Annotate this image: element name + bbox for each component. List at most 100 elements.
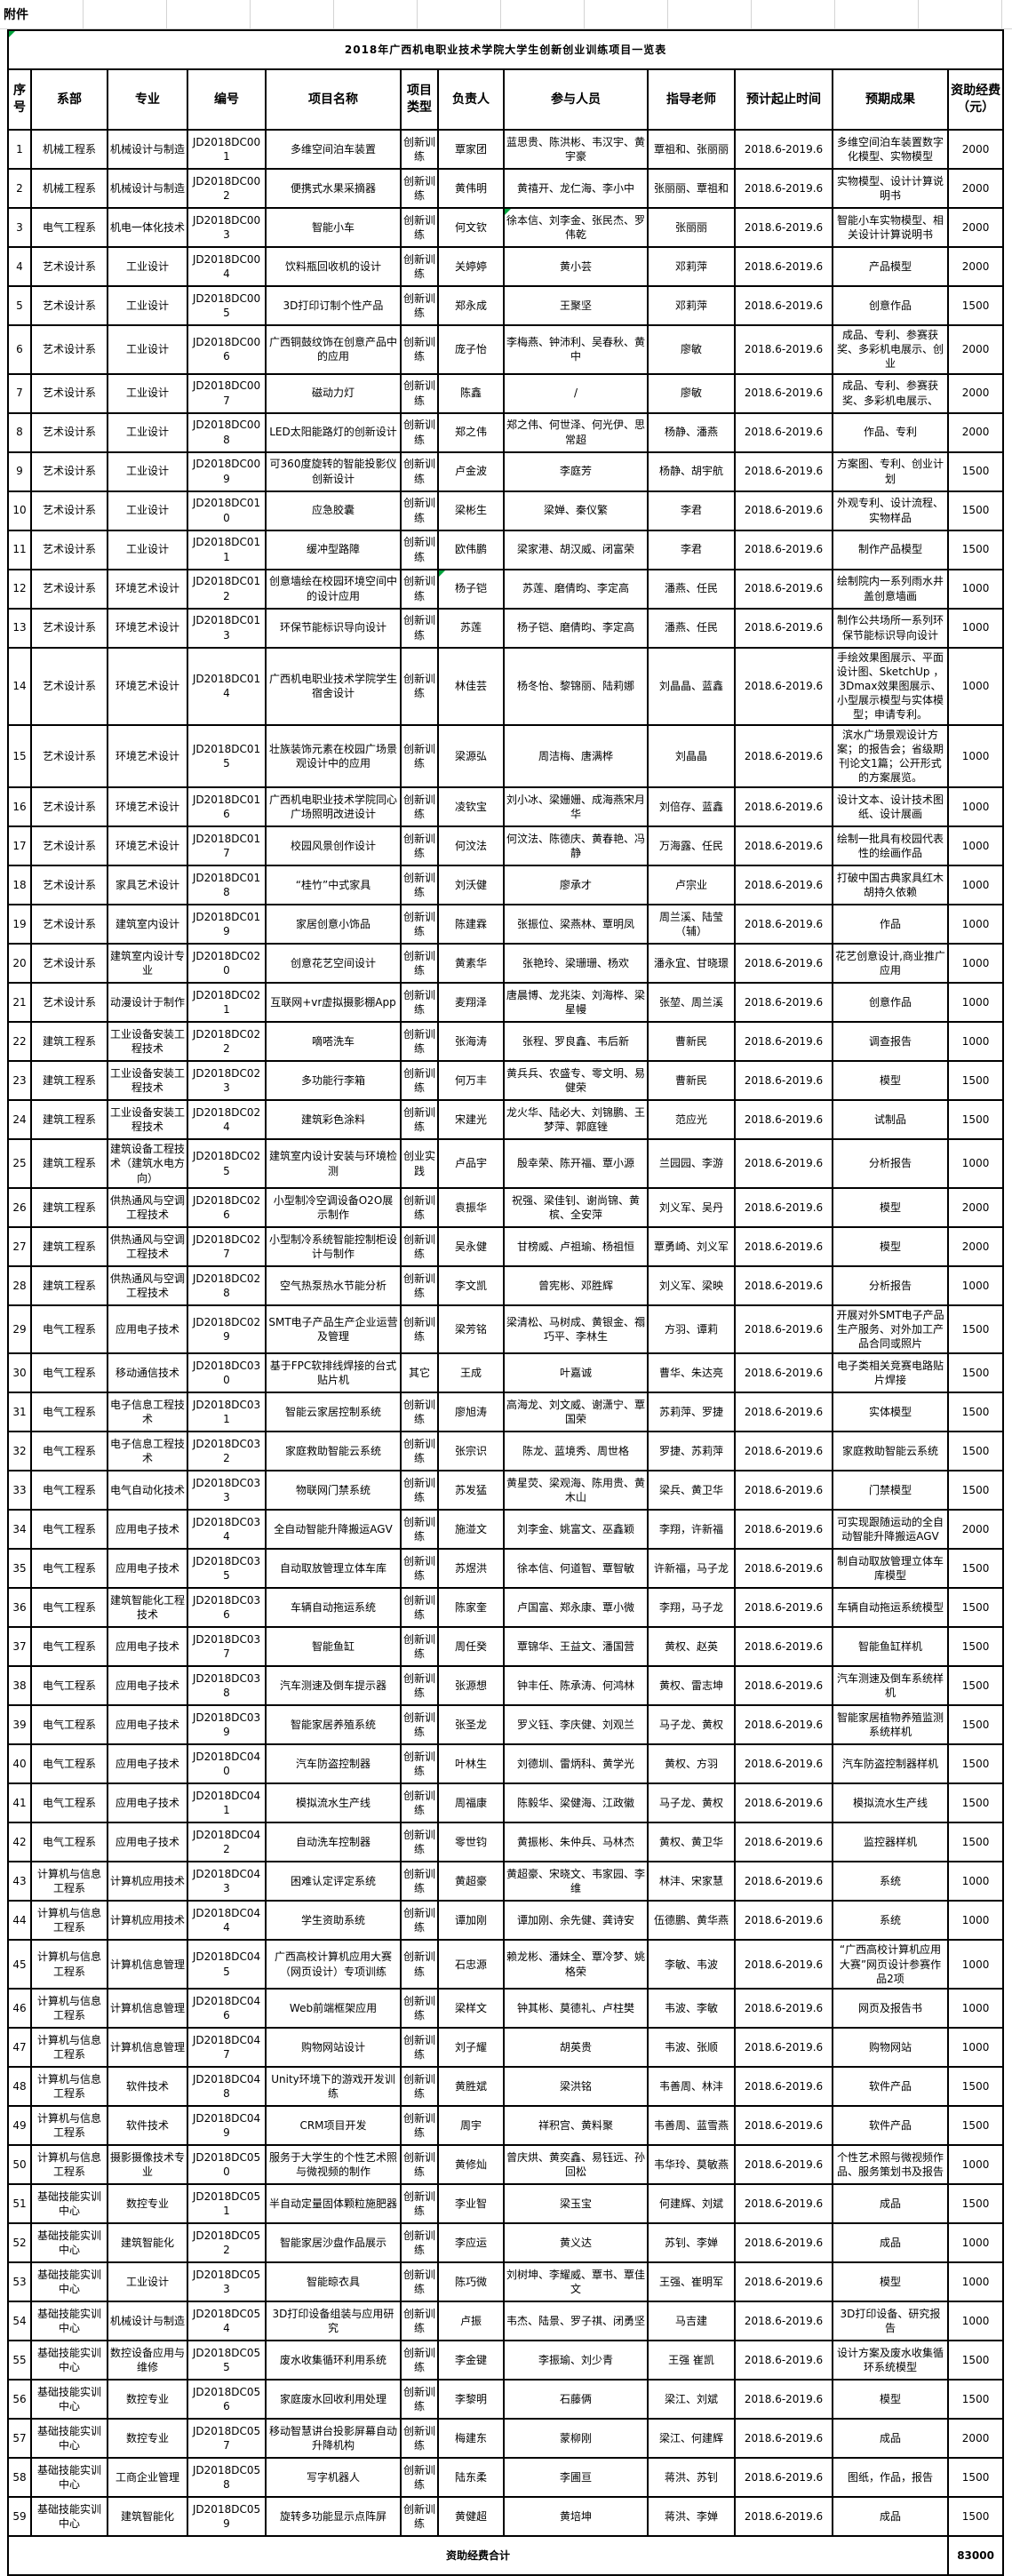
cell: 1500	[946, 1704, 1005, 1746]
cell: 服务于大学生的个性艺术照与微视频的制作	[265, 2143, 402, 2185]
cell: 小型制冷空调设备O2O展示制作	[265, 1186, 402, 1228]
cell: 作品	[832, 904, 949, 945]
cell: 校园风景创作设计	[265, 825, 402, 867]
cell: 2018.6-2019.6	[734, 129, 833, 170]
cell: 2018.6-2019.6	[734, 1225, 833, 1267]
cell: 创意作品	[832, 982, 949, 1024]
cell: 1000	[946, 1900, 1005, 1942]
cell: 创新训练	[400, 372, 439, 414]
cell: 2018.6-2019.6	[734, 1099, 833, 1141]
cell: 创新训练	[400, 129, 439, 170]
cell: 1500	[946, 1431, 1005, 1472]
cell: 模型	[832, 2261, 949, 2302]
cell: 工业设计	[107, 324, 188, 375]
cell: 艺术设计系	[30, 943, 108, 985]
column-header-6: 负责人	[437, 68, 505, 131]
cell: 李业智	[437, 2182, 505, 2224]
cell: 黄培坤	[503, 2495, 649, 2537]
cell: 创新训练	[400, 786, 439, 828]
cell: 多维空间泊车装置数字化模型、实物模型	[832, 129, 949, 170]
cell: 李圃亘	[503, 2456, 649, 2498]
table-row: 56 基础技能实训中心 数控专业 JD2018DC056 家庭废水回收利用处理 创新训练李…	[7, 2378, 1005, 2420]
cell: JD2018DC025	[187, 1138, 267, 1189]
cell: 许新福，马子龙	[647, 1548, 736, 1590]
cell: 2000	[946, 1225, 1005, 1267]
cell: 计算机信息管理	[107, 1987, 188, 2029]
cell: 工业设计	[107, 490, 188, 531]
cell: 写字机器人	[265, 2456, 402, 2498]
cell: 1500	[946, 1743, 1005, 1785]
cell: 创新训练	[400, 1782, 439, 1824]
table-row: 43 计算机与信息工程系 计算机应用技术 JD2018DC043 困难认定评定系统 创新训…	[7, 1861, 1005, 1902]
cell: 电气工程系	[30, 1743, 108, 1785]
cell: 创意墙绘在校园环境空间中的设计应用	[265, 568, 402, 610]
column-header-7: 参与人员	[503, 68, 649, 131]
cell: 电气工程系	[30, 1704, 108, 1746]
cell: 苏钊、李婵	[647, 2221, 736, 2263]
cell: 57	[7, 2417, 32, 2459]
table-row: 41 电气工程系 应用电子技术 JD2018DC041 模拟流水生产线 创新训练 周福康 陈毅…	[7, 1782, 1005, 1824]
cell: 42	[7, 1822, 32, 1863]
cell: 创新训练	[400, 1060, 439, 1102]
cell: 2018.6-2019.6	[734, 1138, 833, 1189]
cell: JD2018DC043	[187, 1861, 267, 1902]
cell: 门禁模型	[832, 1470, 949, 1511]
cell: JD2018DC003	[187, 207, 267, 248]
cell: 2000	[946, 1186, 1005, 1228]
cell: 计算机应用技术	[107, 1861, 188, 1902]
cell: 韦善周、林沣	[647, 2065, 736, 2107]
cell: 模拟流水生产线	[832, 1782, 949, 1824]
cell: 7	[7, 372, 32, 414]
cell: 智能家居植物养殖监测系统样机	[832, 1704, 949, 1746]
cell: 移动智慧讲台投影屏幕自动升降机构	[265, 2417, 402, 2459]
cell: 工业设计	[107, 411, 188, 453]
cell: 试制品	[832, 1099, 949, 1141]
cell: 应用电子技术	[107, 1304, 188, 1355]
cell: JD2018DC019	[187, 904, 267, 945]
cell: 吴永健	[437, 1225, 505, 1267]
cell: 家具艺术设计	[107, 865, 188, 906]
cell: 物联网门禁系统	[265, 1470, 402, 1511]
cell: 环境艺术设计	[107, 607, 188, 649]
cell: 电气工程系	[30, 1352, 108, 1394]
cell: 陈鑫	[437, 372, 505, 414]
table-row: 46 计算机与信息工程系 计算机信息管理 JD2018DC046 Web前端框架应用 创新…	[7, 1987, 1005, 2029]
table-row: 35 电气工程系 应用电子技术 JD2018DC035 自动取放管理立体车库 创新训练 苏煜…	[7, 1548, 1005, 1590]
cell: 2018.6-2019.6	[734, 2026, 833, 2068]
cell: 摄影摄像技术专业	[107, 2143, 188, 2185]
cell: 51	[7, 2182, 32, 2224]
cell: 1000	[946, 1021, 1005, 1063]
cell: JD2018DC055	[187, 2339, 267, 2381]
cell: 艺术设计系	[30, 451, 108, 492]
cell: 2018.6-2019.6	[734, 324, 833, 375]
cell: 1500	[946, 2065, 1005, 2107]
cell: 调查报告	[832, 1021, 949, 1063]
cell: 殷幸荣、陈开福、覃小源	[503, 1138, 649, 1189]
table-row: 12 艺术设计系 环境艺术设计 JD2018DC012 创意墙绘在校园环境空间中的设计应…	[7, 568, 1005, 610]
cell: 计算机应用技术	[107, 1900, 188, 1942]
cell: 6	[7, 324, 32, 375]
cell: 系统	[832, 1861, 949, 1902]
cell: 张圣龙	[437, 1704, 505, 1746]
cell: 建筑工程系	[30, 1099, 108, 1141]
cell: 张海涛	[437, 1021, 505, 1063]
cell: 刘沃健	[437, 865, 505, 906]
cell: 创新训练	[400, 825, 439, 867]
cell: 打破中国古典家具红木胡持久依赖	[832, 865, 949, 906]
cell: Web前端框架应用	[265, 1987, 402, 2029]
cell: 2018.6-2019.6	[734, 451, 833, 492]
cell: 2018.6-2019.6	[734, 1626, 833, 1668]
cell: 小型制冷系统智能控制柜设计与制作	[265, 1225, 402, 1267]
cell: 工业设计	[107, 285, 188, 326]
cell: 建筑智能化	[107, 2221, 188, 2263]
cell: 创新训练	[400, 1587, 439, 1629]
cell: 创新训练	[400, 2300, 439, 2341]
cell: 2018.6-2019.6	[734, 411, 833, 453]
cell: JD2018DC017	[187, 825, 267, 867]
cell: 应用电子技术	[107, 1743, 188, 1785]
cell: 家庭废水回收利用处理	[265, 2378, 402, 2420]
cell: 建筑室内设计专业	[107, 943, 188, 985]
cell: 李翔，马子龙	[647, 1587, 736, 1629]
cell: 购物网站	[832, 2026, 949, 2068]
cell: 网页及报告书	[832, 1987, 949, 2029]
